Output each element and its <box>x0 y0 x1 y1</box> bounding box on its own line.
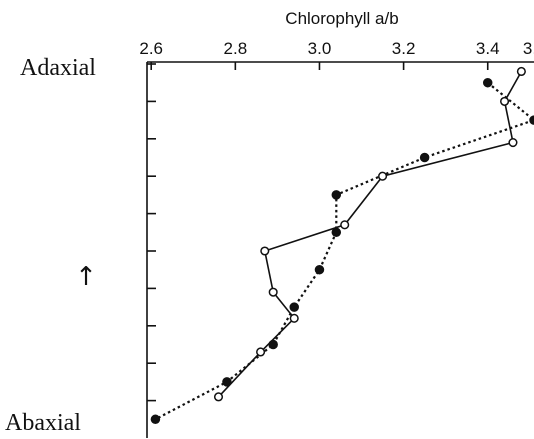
series-1-point <box>150 414 161 425</box>
series-1-point <box>482 77 493 88</box>
series-2-point <box>256 347 266 357</box>
series-1-point <box>289 302 299 312</box>
series-1-point <box>529 115 534 125</box>
x-tick-label: 3.4 <box>476 39 500 58</box>
series-2-point <box>508 137 518 148</box>
series-2-point <box>340 220 350 230</box>
series-1-point <box>331 190 342 200</box>
series-1-point <box>331 227 342 238</box>
x-tick-label: 3.2 <box>392 39 416 58</box>
series-1-point <box>222 377 232 387</box>
axes <box>146 61 534 438</box>
series-2-point <box>260 246 270 256</box>
series-2-point <box>268 287 278 297</box>
series-layer <box>150 66 534 425</box>
series-1-point <box>419 152 430 163</box>
up-arrow-icon: ↑ <box>75 262 97 292</box>
series-1-point <box>314 264 325 275</box>
series-2-point <box>500 96 510 106</box>
series-2-point <box>378 171 388 181</box>
x-tick-label: 2.8 <box>224 39 248 58</box>
series-line-2 <box>217 71 523 398</box>
chart-title: Chlorophyll a/b <box>285 9 398 28</box>
x-tick-label: 3.0 <box>308 39 332 58</box>
series-line-1 <box>154 81 534 421</box>
x-tick-label: 2.6 <box>139 39 163 58</box>
series-2-point <box>213 392 224 402</box>
x-tick-label: 3. <box>523 39 534 58</box>
x-tick-labels: 2.6 2.8 3.0 3.2 3.4 3. <box>139 39 534 58</box>
adaxial-label: Adaxial <box>20 55 96 81</box>
series-2-point <box>289 313 299 323</box>
series-2-point <box>516 66 526 77</box>
abaxial-label: Abaxial <box>5 410 81 436</box>
